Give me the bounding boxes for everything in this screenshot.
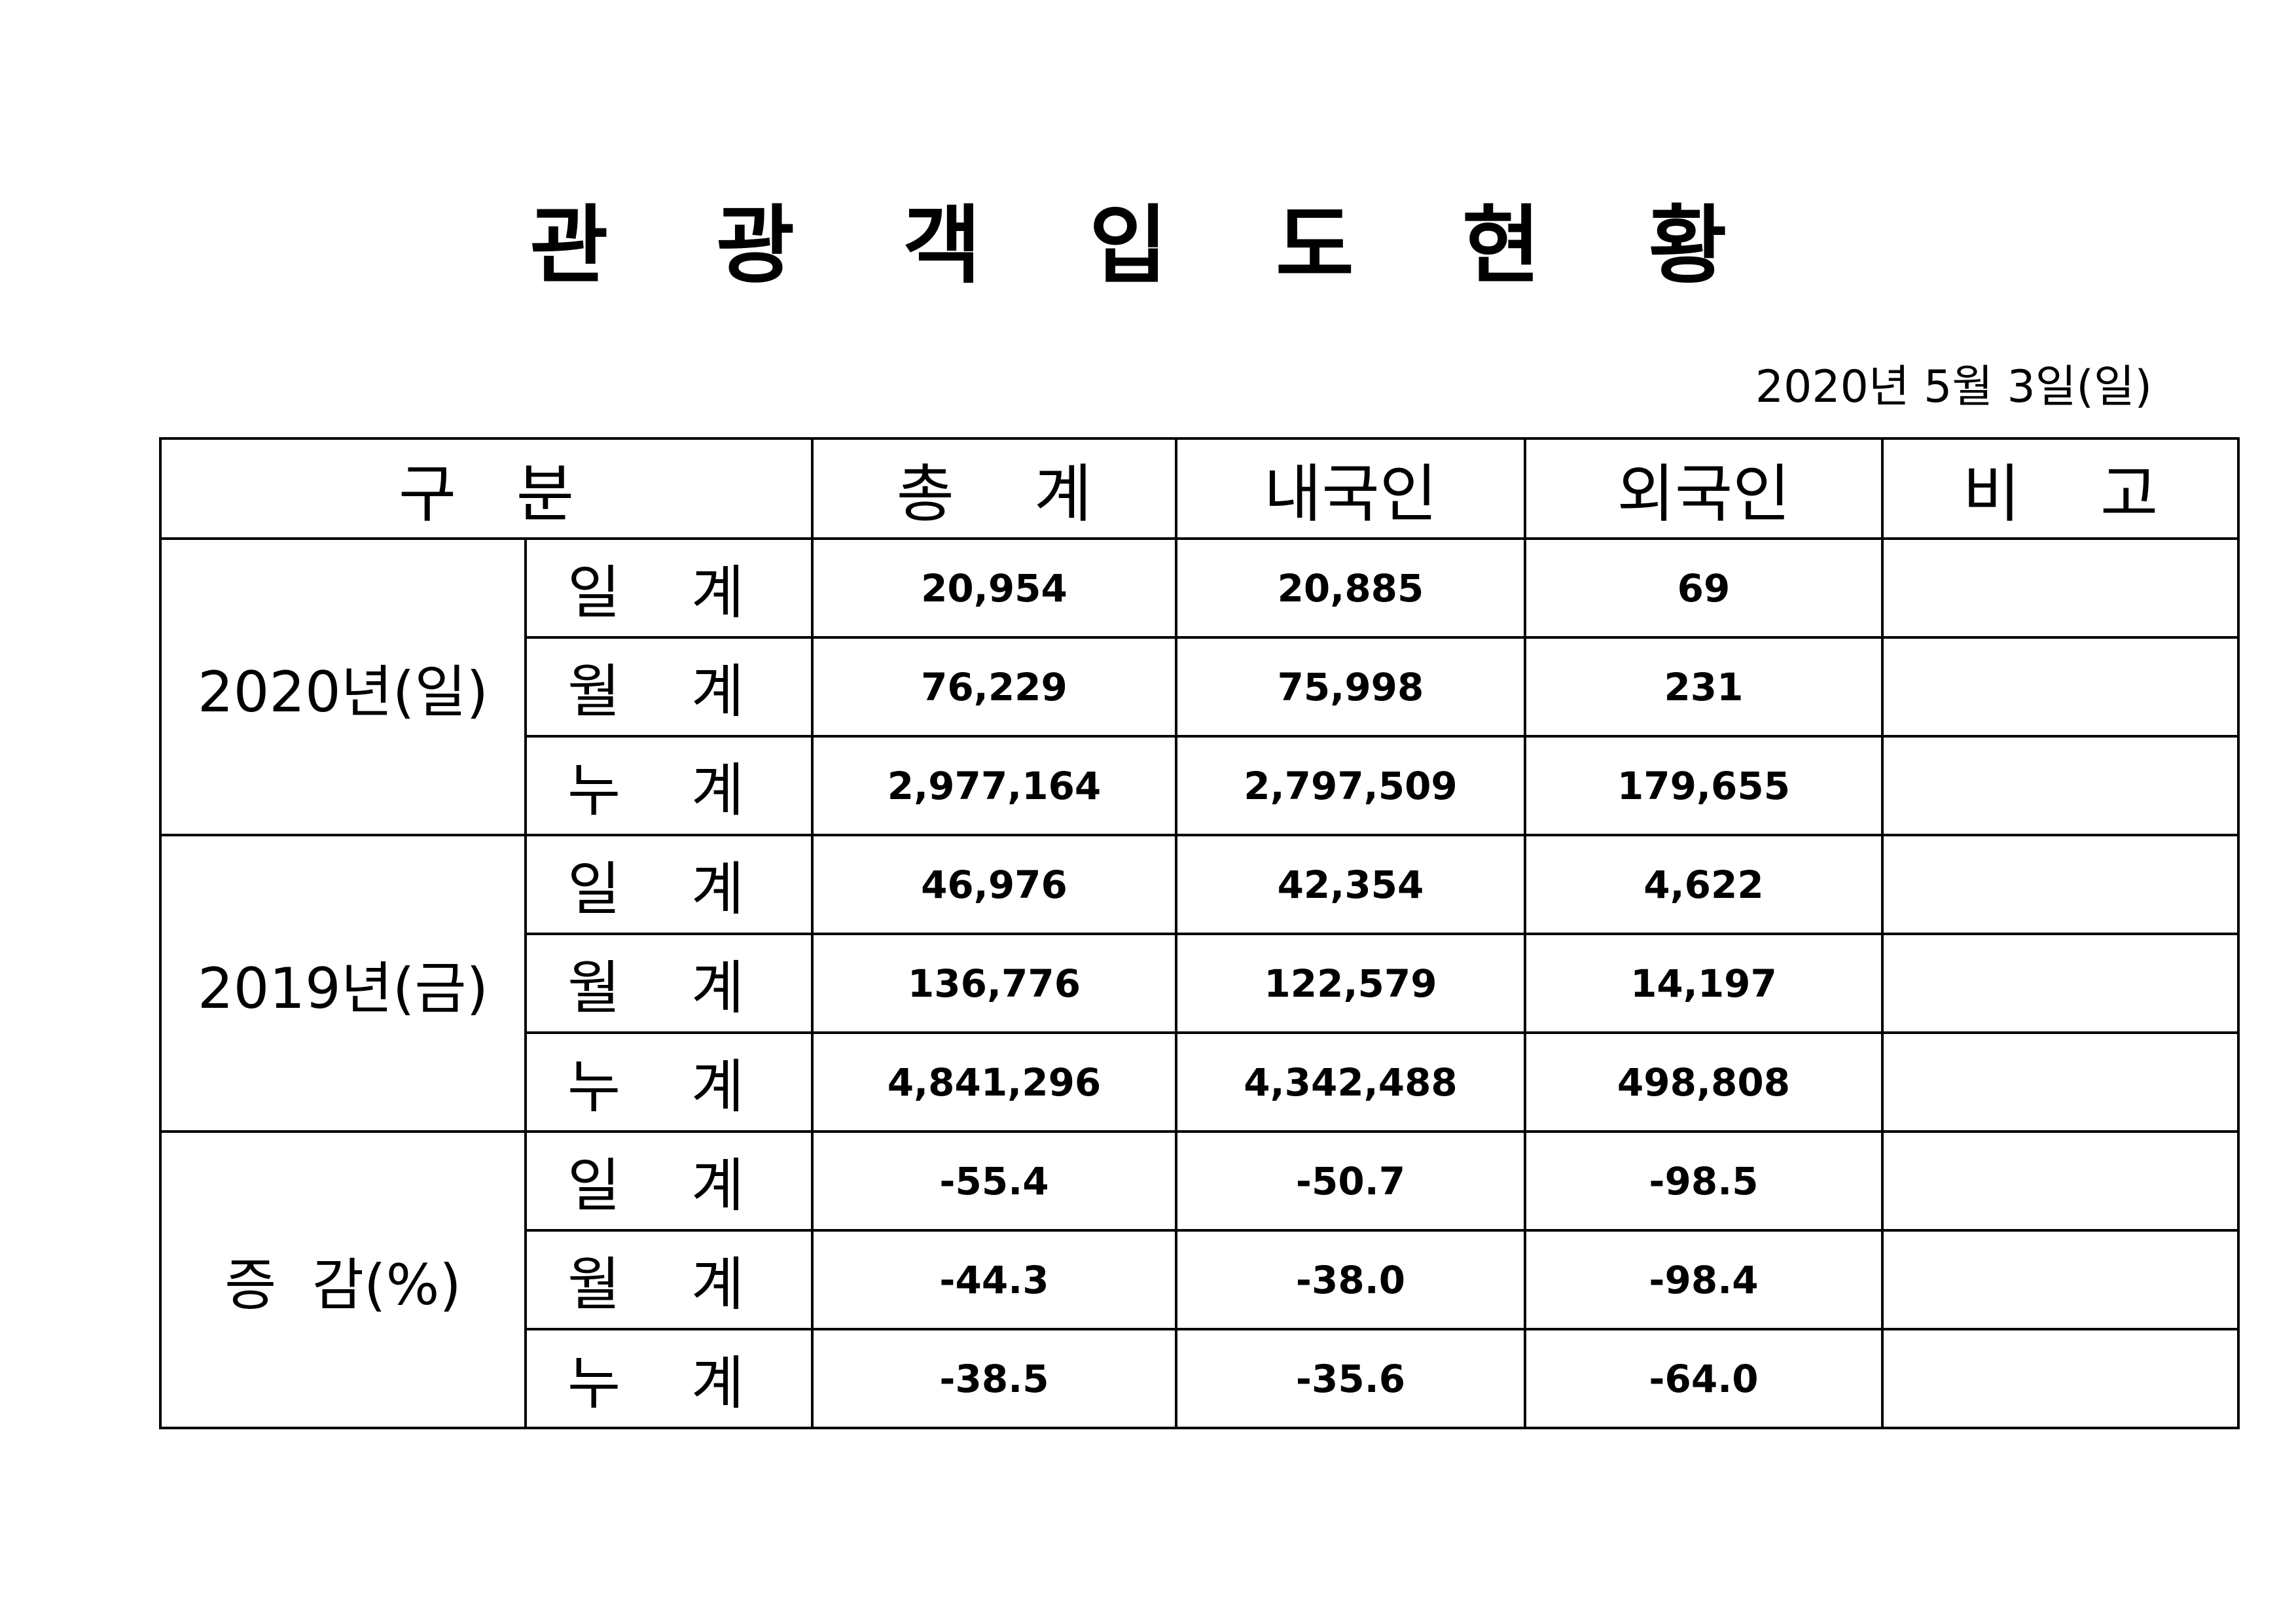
cell-domestic: 42,354 — [1175, 834, 1526, 935]
table-row: 누 계 4,841,296 4,342,488 498,808 — [160, 1031, 2240, 1133]
table-row: 2020년(일) 일 계 20,954 20,885 69 — [159, 537, 2240, 836]
group-label: 증 감(%) — [159, 1130, 527, 1429]
row-sublabel: 누 계 — [524, 735, 814, 836]
row-sublabel: 일 계 — [524, 834, 814, 935]
cell-foreign: 498,808 — [1524, 1031, 1884, 1133]
group-label: 2020년(일) — [159, 537, 527, 836]
cell-note — [1881, 1229, 2240, 1330]
table-row: 월 계 136,776 122,579 14,197 — [160, 933, 2240, 1034]
cell-total: 2,977,164 — [811, 735, 1177, 836]
cell-total: -55.4 — [811, 1130, 1177, 1232]
cell-note — [1881, 834, 2240, 935]
cell-total: -44.3 — [811, 1229, 1177, 1330]
header-foreign: 외국인 — [1524, 437, 1884, 540]
cell-foreign: 231 — [1524, 636, 1884, 738]
row-sublabel: 누 계 — [524, 1328, 814, 1429]
header-total: 총 계 — [811, 437, 1177, 540]
cell-note — [1881, 735, 2240, 836]
cell-foreign: -64.0 — [1524, 1328, 1884, 1429]
cell-note — [1881, 537, 2240, 639]
cell-domestic: 4,342,488 — [1175, 1031, 1526, 1133]
cell-note — [1881, 1031, 2240, 1133]
table-row: 누 계 -38.5 -35.6 -64.0 — [160, 1328, 2240, 1429]
cell-total: 4,841,296 — [811, 1031, 1177, 1133]
cell-domestic: 75,998 — [1175, 636, 1526, 738]
table-row: 증 감(%) 일 계 -55.4 -50.7 -98.5 — [159, 1130, 2240, 1429]
cell-note — [1881, 636, 2240, 738]
header-domestic: 내국인 — [1175, 437, 1526, 540]
cell-foreign: 69 — [1524, 537, 1884, 639]
cell-domestic: 2,797,509 — [1175, 735, 1526, 836]
row-sublabel: 월 계 — [524, 636, 814, 738]
cell-total: 46,976 — [811, 834, 1177, 935]
report-date: 2020년 5월 3일(일) — [1755, 361, 2152, 413]
cell-foreign: 179,655 — [1524, 735, 1884, 836]
table-row: 월 계 76,229 75,998 231 — [160, 636, 2240, 738]
group-label: 2019년(금) — [159, 834, 527, 1133]
table-row: 2019년(금) 일 계 46,976 42,354 4,622 — [159, 834, 2240, 1133]
tourist-arrivals-table: 구 분 총 계 내국인 외국인 비 고 2020년(일) 일 계 20,954 20,… — [159, 437, 2240, 1429]
cell-domestic: 20,885 — [1175, 537, 1526, 639]
cell-foreign: -98.4 — [1524, 1229, 1884, 1330]
cell-total: -38.5 — [811, 1328, 1177, 1429]
cell-foreign: 4,622 — [1524, 834, 1884, 935]
header-category: 구 분 — [159, 437, 814, 540]
header-row: 구 분 총 계 내국인 외국인 비 고 — [159, 437, 2240, 540]
header-note: 비 고 — [1881, 437, 2240, 540]
cell-foreign: -98.5 — [1524, 1130, 1884, 1232]
cell-note — [1881, 933, 2240, 1034]
cell-domestic: 122,579 — [1175, 933, 1526, 1034]
cell-total: 76,229 — [811, 636, 1177, 738]
cell-note — [1881, 1328, 2240, 1429]
table-row: 월 계 -44.3 -38.0 -98.4 — [160, 1229, 2240, 1330]
cell-total: 136,776 — [811, 933, 1177, 1034]
cell-domestic: -38.0 — [1175, 1229, 1526, 1330]
row-sublabel: 월 계 — [524, 933, 814, 1034]
page-title: 관 광 객 입 도 현 황 — [529, 196, 1767, 295]
row-sublabel: 일 계 — [524, 537, 814, 639]
cell-total: 20,954 — [811, 537, 1177, 639]
cell-domestic: -50.7 — [1175, 1130, 1526, 1232]
row-sublabel: 누 계 — [524, 1031, 814, 1133]
cell-note — [1881, 1130, 2240, 1232]
cell-domestic: -35.6 — [1175, 1328, 1526, 1429]
row-sublabel: 일 계 — [524, 1130, 814, 1232]
cell-foreign: 14,197 — [1524, 933, 1884, 1034]
table-row: 누 계 2,977,164 2,797,509 179,655 — [160, 735, 2240, 836]
row-sublabel: 월 계 — [524, 1229, 814, 1330]
